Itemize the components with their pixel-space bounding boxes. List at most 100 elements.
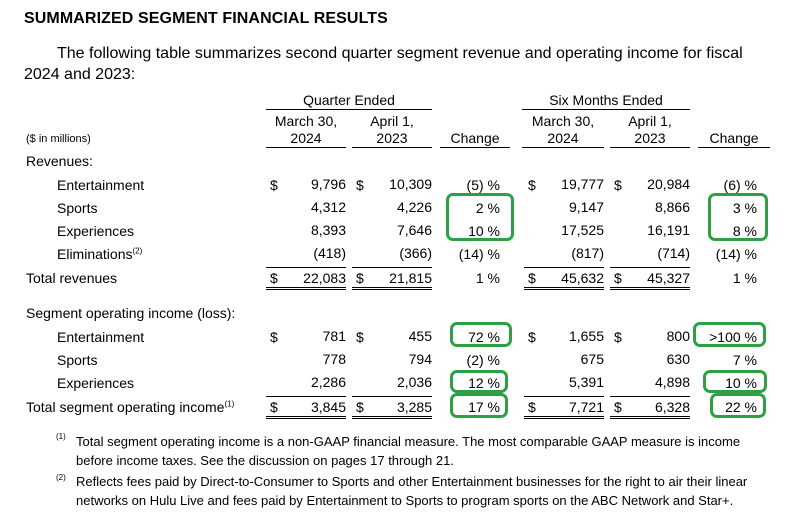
soi-entertainment-s-2024-currency: $: [528, 329, 536, 345]
total-soi-s-2024-value: 7,721: [524, 396, 604, 419]
q-col1-header: March 30, 2024: [266, 113, 346, 148]
total-soi-s-2023-currency: $: [614, 399, 622, 415]
rev-eliminations-s-2024-value: (817): [571, 245, 604, 261]
total-soi-footnote-ref: (1): [224, 399, 235, 409]
soi-sports-label: Sports: [57, 352, 98, 368]
rev-experiences-s-change: 8 %: [732, 223, 757, 239]
total-soi-s-2023-value: 6,328: [610, 396, 690, 419]
rev-sports-q-2024-value: 4,312: [310, 199, 346, 215]
highlight-s-change-soi-experiences: [703, 370, 767, 393]
soi-experiences-label: Experiences: [57, 375, 135, 391]
rev-entertainment-q-2023-value: 10,309: [389, 176, 432, 192]
soi-experiences-q-2023-value: 2,036: [396, 374, 432, 390]
rev-sports-label: Sports: [57, 200, 98, 216]
soi-entertainment-s-change: >100 %: [709, 329, 757, 345]
footnote-2-sup: (2): [56, 473, 66, 482]
soi-sports-s-change: 7 %: [732, 352, 757, 368]
q-change-header: Change: [440, 130, 510, 148]
s-col1-header-line1: March 30,: [531, 113, 595, 129]
highlight-s-change-sports-experiences: [708, 193, 768, 241]
rev-eliminations-q-2024-value: (418): [313, 245, 346, 261]
rev-eliminations-q-change: (14) %: [458, 246, 500, 262]
soi-entertainment-label: Entertainment: [57, 329, 145, 345]
highlight-q-change-soi-entertainment: [450, 322, 512, 347]
rev-entertainment-s-change: (6) %: [723, 177, 757, 193]
section-title: SUMMARIZED SEGMENT FINANCIAL RESULTS: [24, 10, 388, 27]
rev-entertainment-q-2024-currency: $: [270, 177, 278, 193]
s-col2-header-line2: 2023: [634, 130, 666, 146]
total-soi-q-2024-currency: $: [270, 399, 278, 415]
rev-entertainment-label: Entertainment: [57, 177, 145, 193]
rev-eliminations-label-text: Eliminations: [57, 246, 133, 262]
q-col2-header-line1: April 1,: [370, 113, 414, 129]
rev-entertainment-q-2024-value: 9,796: [310, 176, 346, 192]
highlight-s-change-soi-entertainment: [693, 322, 766, 347]
total-soi-label-with-sup: Total segment operating income(1): [26, 399, 234, 415]
soi-experiences-q-2024-value: 2,286: [310, 374, 346, 390]
rev-eliminations-footnote-ref: (2): [132, 246, 143, 256]
total-soi-q-change: 17 %: [468, 399, 500, 415]
s-col1-header-line2: 2024: [547, 130, 579, 146]
rev-sports-q-2023-value: 4,226: [396, 199, 432, 215]
soi-entertainment-s-2024-value: 1,655: [568, 328, 604, 344]
total-soi-q-2023-currency: $: [356, 399, 364, 415]
total-soi-s-change: 22 %: [725, 399, 757, 415]
units-label: ($ in millions): [26, 133, 91, 145]
rev-entertainment-s-2023-value: 20,984: [647, 176, 690, 192]
rev-entertainment-q-2023-currency: $: [356, 177, 364, 193]
revenues-heading: Revenues:: [26, 153, 93, 169]
highlight-q-change-sports-experiences: [446, 193, 514, 241]
highlight-q-change-total-soi: [450, 393, 508, 418]
total-revenues-label: Total revenues: [26, 270, 118, 286]
rev-sports-s-2024-value: 9,147: [568, 199, 604, 215]
total-soi-s-2024-currency: $: [528, 399, 536, 415]
s-change-header: Change: [698, 130, 770, 148]
total-revenues-s-2023-value: 45,327: [610, 267, 690, 290]
rev-experiences-q-change: 10 %: [468, 223, 500, 239]
rev-experiences-q-2024-value: 8,393: [310, 222, 346, 238]
soi-sports-q-2023-value: 794: [408, 351, 432, 367]
footnote-1-text: Total segment operating income is a non-…: [76, 434, 741, 468]
rev-eliminations-label-with-sup: Eliminations(2): [57, 246, 142, 262]
rev-experiences-s-2023-value: 16,191: [647, 222, 690, 238]
soi-sports-s-2024-value: 675: [580, 351, 604, 367]
total-revenues-q-2023-currency: $: [356, 270, 364, 286]
soi-experiences-s-2023-value: 4,898: [654, 374, 690, 390]
rev-sports-s-2023-value: 8,866: [654, 199, 690, 215]
soi-experiences-q-change: 12 %: [468, 375, 500, 391]
q-col2-header-line2: 2023: [376, 130, 408, 146]
rev-experiences-label: Experiences: [57, 223, 135, 239]
s-col1-header: March 30, 2024: [522, 113, 604, 148]
total-revenues-q-2024-currency: $: [270, 270, 278, 286]
intro-paragraph: The following table summarizes second qu…: [24, 45, 743, 83]
rev-experiences-s-2024-value: 17,525: [561, 222, 604, 238]
total-revenues-q-2023-value: 21,815: [352, 267, 432, 290]
footnote-1-mark: (1): [56, 427, 68, 449]
soi-sports-s-2023-value: 630: [666, 351, 690, 367]
total-revenues-q-change: 1 %: [475, 270, 500, 286]
highlight-q-change-soi-experiences: [450, 370, 508, 393]
soi-sports-q-2024-value: 778: [322, 351, 346, 367]
soi-entertainment-s-2023-currency: $: [614, 329, 622, 345]
footnote-2-mark: (2): [56, 468, 68, 490]
six-months-ended-header: Six Months Ended: [522, 92, 690, 110]
soi-entertainment-s-2023-value: 800: [666, 328, 690, 344]
soi-heading: Segment operating income (loss):: [26, 305, 236, 321]
rev-sports-q-change: 2 %: [475, 200, 500, 216]
soi-entertainment-q-2024-currency: $: [270, 329, 278, 345]
rev-experiences-q-2023-value: 7,646: [396, 222, 432, 238]
total-revenues-s-2023-currency: $: [614, 270, 622, 286]
rev-eliminations-s-change: (14) %: [715, 246, 757, 262]
total-soi-label-text: Total segment operating income: [26, 399, 225, 415]
total-revenues-q-2024-value: 22,083: [266, 267, 346, 290]
highlight-s-change-total-soi: [710, 393, 766, 418]
s-col2-header: April 1, 2023: [610, 113, 690, 148]
quarter-ended-header: Quarter Ended: [266, 92, 432, 110]
total-soi-q-2024-value: 3,845: [266, 396, 346, 419]
rev-entertainment-s-2023-currency: $: [614, 177, 622, 193]
q-col1-header-line2: 2024: [290, 130, 322, 146]
soi-sports-q-change: (2) %: [466, 352, 500, 368]
rev-eliminations-s-2023-value: (714): [657, 245, 690, 261]
rev-entertainment-s-2024-currency: $: [528, 177, 536, 193]
footnote-1-sup: (1): [56, 432, 66, 441]
